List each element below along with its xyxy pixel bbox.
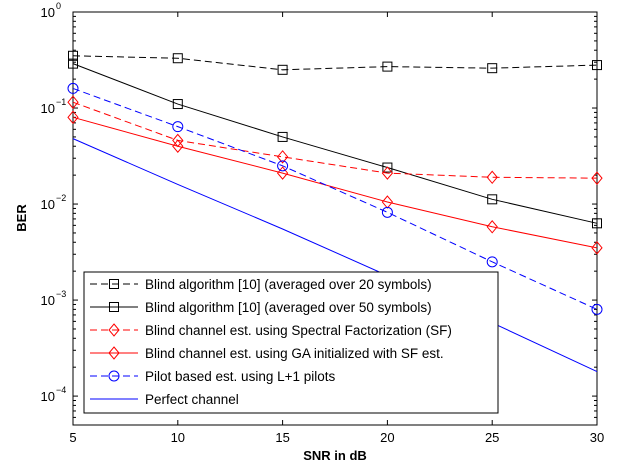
series-perfect-channel xyxy=(72,138,598,373)
x-tick-label: 30 xyxy=(590,430,604,445)
diamond-marker xyxy=(172,139,184,154)
legend-label: Blind channel est. using GA initialized … xyxy=(145,346,444,361)
y-tick-label: 10 −2 xyxy=(41,193,67,212)
legend-entry: Blind channel est. using Spectral Factor… xyxy=(90,323,452,338)
square-marker xyxy=(172,53,183,64)
y-tick-label-base: 10 xyxy=(41,293,55,308)
y-tick-label-base: 10 xyxy=(41,5,55,20)
y-tick-label-exponent: −2 xyxy=(56,193,66,203)
diamond-marker xyxy=(591,241,603,255)
legend: Blind algorithm [10] (averaged over 20 s… xyxy=(83,271,499,414)
circle-marker xyxy=(172,121,184,133)
y-tick-label-exponent: −3 xyxy=(56,289,66,299)
square-marker xyxy=(592,60,602,71)
legend-label: Blind algorithm [10] (averaged over 20 s… xyxy=(145,277,432,292)
circle-marker xyxy=(67,82,79,94)
diamond-marker xyxy=(67,95,79,109)
y-tick-label-base: 10 xyxy=(41,389,55,404)
diamond-marker xyxy=(381,195,394,209)
diamond-marker xyxy=(67,110,79,125)
square-marker xyxy=(592,218,602,229)
y-axis-title: BER xyxy=(14,204,29,232)
square-marker xyxy=(277,64,288,75)
legend-label: Pilot based est. using L+1 pilots xyxy=(145,369,335,384)
x-tick-label: 25 xyxy=(485,430,499,445)
diamond-marker xyxy=(108,346,120,360)
legend-items: Blind algorithm [10] (averaged over 20 s… xyxy=(90,277,452,407)
y-tick-label: 10 −3 xyxy=(41,289,67,308)
legend-label: Perfect channel xyxy=(145,392,239,407)
diamond-marker xyxy=(108,323,120,337)
square-marker xyxy=(382,61,393,72)
diamond-marker xyxy=(486,219,498,234)
square-marker xyxy=(109,302,119,312)
circle-marker xyxy=(108,370,120,382)
legend-box xyxy=(83,271,499,414)
series-layer xyxy=(67,50,603,373)
x-axis: 5 10 15 20 25 30 xyxy=(69,12,604,445)
series-line xyxy=(72,63,598,224)
x-tick-label: 20 xyxy=(380,430,394,445)
circle-marker xyxy=(591,303,603,315)
legend-entry: Blind algorithm [10] (averaged over 20 s… xyxy=(90,277,432,292)
square-marker xyxy=(487,194,498,205)
square-marker xyxy=(109,279,119,289)
square-marker xyxy=(68,50,78,61)
legend-entry: Perfect channel xyxy=(90,392,239,407)
y-tick-label: 10 −1 xyxy=(41,97,67,116)
y-tick-label-exponent: 0 xyxy=(56,1,61,11)
legend-entry: Blind algorithm [10] (averaged over 50 s… xyxy=(90,300,432,315)
circle-marker xyxy=(486,256,498,268)
series-line xyxy=(72,138,598,373)
series-blind-algorithm-10-averaged-over-50-symbols xyxy=(68,58,602,229)
legend-label: Blind channel est. using Spectral Factor… xyxy=(145,323,452,338)
square-marker xyxy=(277,131,288,142)
circle-marker xyxy=(381,206,393,218)
x-tick-label: 10 xyxy=(171,430,185,445)
diamond-marker xyxy=(381,166,394,180)
square-marker xyxy=(487,63,498,74)
series-pilot-based-est-using-l-1-pilots xyxy=(67,82,603,315)
y-tick-label-exponent: −4 xyxy=(56,385,66,395)
y-tick-label-base: 10 xyxy=(41,197,55,212)
diamond-marker xyxy=(276,150,289,164)
diamond-marker xyxy=(276,166,289,180)
square-marker xyxy=(172,99,183,110)
y-tick-label-exponent: −1 xyxy=(56,97,66,107)
series-line xyxy=(72,87,598,310)
x-tick-label: 5 xyxy=(69,430,76,445)
circle-marker xyxy=(277,160,289,172)
y-tick-label: 10 0 xyxy=(41,1,61,20)
square-marker xyxy=(68,58,78,69)
y-tick-label-base: 10 xyxy=(41,101,55,116)
series-line xyxy=(72,116,598,249)
y-tick-label: 10 −4 xyxy=(41,385,67,404)
series-line xyxy=(72,101,598,179)
legend-entry: Pilot based est. using L+1 pilots xyxy=(90,369,335,384)
square-marker xyxy=(382,162,393,173)
series-blind-algorithm-10-averaged-over-20-symbols xyxy=(68,50,602,75)
diamond-marker xyxy=(486,170,498,185)
diamond-marker xyxy=(591,171,603,185)
series-blind-channel-est-using-ga-initialized-with-sf-est xyxy=(67,110,603,255)
x-tick-label: 15 xyxy=(275,430,289,445)
legend-entry: Blind channel est. using GA initialized … xyxy=(90,346,444,361)
x-axis-title: SNR in dB xyxy=(303,448,367,463)
legend-label: Blind algorithm [10] (averaged over 50 s… xyxy=(145,300,432,315)
